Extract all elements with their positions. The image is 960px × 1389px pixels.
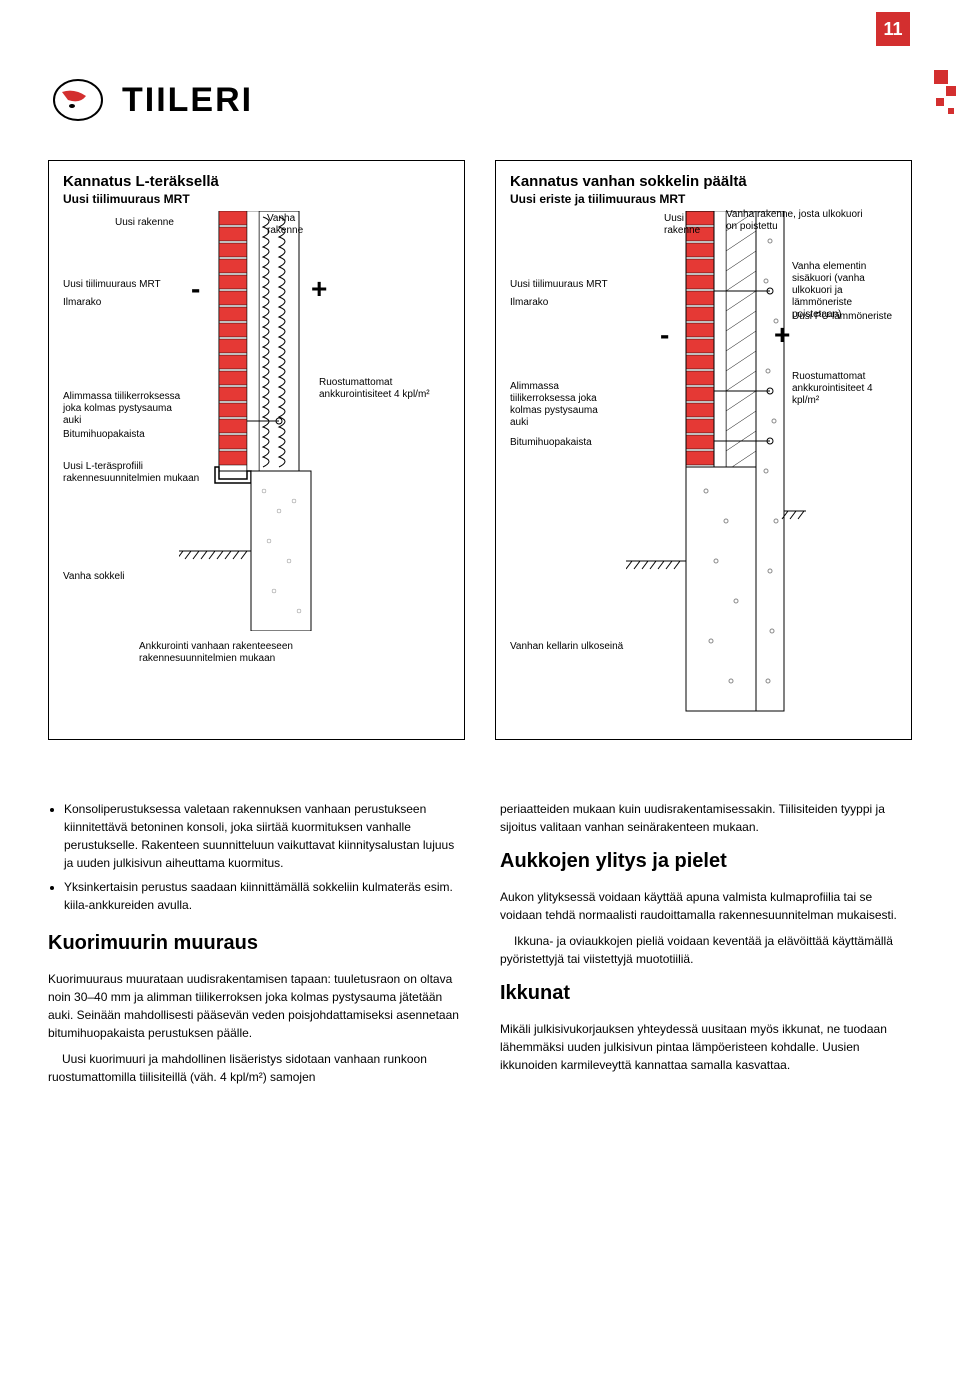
- label-uusi-tiilimuuraus-r: Uusi tiilimuuraus MRT: [510, 279, 608, 291]
- column-left: Konsoliperustuksessa valetaan rakennukse…: [48, 800, 460, 1094]
- para-periaatteiden: periaatteiden mukaan kuin uudisrakentami…: [500, 800, 912, 836]
- para-ikkuna-ovi: Ikkuna- ja oviaukkojen pieliä voidaan ke…: [500, 932, 912, 968]
- label-uusi-rakenne-l: Uusi rakenne: [115, 217, 174, 229]
- label-ruostumattomat-r: Ruostumattomat ankkurointisiteet 4 kpl/m…: [792, 371, 902, 407]
- para-ikkunat: Mikäli julkisivukorjauksen yhteydessä uu…: [500, 1020, 912, 1074]
- page: 11 TIILERI Kannatus L-teräksellä Uusi ti…: [0, 0, 960, 1389]
- heading-aukkojen: Aukkojen ylitys ja pielet: [500, 846, 912, 876]
- brand-name: TIILERI: [122, 81, 253, 120]
- body-text: Konsoliperustuksessa valetaan rakennukse…: [48, 800, 912, 1094]
- para-aukon: Aukon ylityksessä voidaan käyttää apuna …: [500, 888, 912, 924]
- diagram-right-subtitle: Uusi eriste ja tiilimuuraus MRT: [510, 192, 897, 206]
- label-vanha-rakenne-r: Vanha rakenne, josta ulkokuori on poiste…: [726, 209, 866, 233]
- page-number: 11: [876, 12, 910, 46]
- para-kuorimuuraus-1: Kuorimuuraus muurataan uudisrakentamisen…: [48, 970, 460, 1042]
- label-ruostumattomat-l: Ruostumattomat ankkurointisiteet 4 kpl/m…: [319, 377, 439, 401]
- label-ilmarako-l: Ilmarako: [63, 297, 101, 309]
- bullet-1: Konsoliperustuksessa valetaan rakennukse…: [64, 800, 460, 872]
- label-vanhan-kellarin: Vanhan kellarin ulkoseinä: [510, 641, 630, 653]
- diagram-left: Kannatus L-teräksellä Uusi tiilimuuraus …: [48, 160, 465, 740]
- plus-sign-r: +: [774, 319, 790, 351]
- diagram-left-subtitle: Uusi tiilimuuraus MRT: [63, 192, 450, 206]
- label-uusi-tiilimuuraus-l: Uusi tiilimuuraus MRT: [63, 279, 161, 291]
- diagram-right: Kannatus vanhan sokkelin päältä Uusi eri…: [495, 160, 912, 740]
- label-vanha-sokkeli: Vanha sokkeli: [63, 571, 125, 583]
- heading-ikkunat: Ikkunat: [500, 978, 912, 1008]
- plus-sign-l: +: [311, 273, 327, 305]
- minus-sign-l: -: [191, 273, 200, 305]
- label-ankkurointi: Ankkurointi vanhaan rakenteeseen rakenne…: [139, 641, 309, 665]
- label-bitumi-r: Bitumihuopakaista: [510, 437, 592, 449]
- label-bitumi-l: Bitumihuopakaista: [63, 429, 145, 441]
- para-kuorimuuraus-2: Uusi kuorimuuri ja mahdollinen lisäerist…: [48, 1050, 460, 1086]
- label-ilmarako-r: Ilmarako: [510, 297, 548, 309]
- diagram-left-title: Kannatus L-teräksellä: [63, 173, 450, 190]
- label-vanha-rakenne-l: Vanha rakenne: [267, 213, 317, 237]
- label-alimmassa-r: Alimmassa tiilikerroksessa joka kolmas p…: [510, 381, 610, 429]
- brand-icon: [48, 70, 108, 130]
- label-pu: Uusi PU-lämmöneriste: [792, 311, 902, 323]
- diagram-right-svg: [626, 211, 806, 721]
- diagrams-row: Kannatus L-teräksellä Uusi tiilimuuraus …: [48, 160, 912, 740]
- heading-kuorimuurin: Kuorimuurin muuraus: [48, 928, 460, 958]
- diagram-right-title: Kannatus vanhan sokkelin päältä: [510, 173, 897, 190]
- minus-sign-r: -: [660, 319, 669, 351]
- label-uusi-rakenne-r: Uusi rakenne: [664, 213, 714, 237]
- bullet-2: Yksinkertaisin perustus saadaan kiinnitt…: [64, 878, 460, 914]
- label-lprofiili: Uusi L-teräsprofiili rakennesuunnitelmie…: [63, 461, 203, 485]
- label-alimmassa-l: Alimmassa tiilikerroksessa joka kolmas p…: [63, 391, 193, 427]
- column-right: periaatteiden mukaan kuin uudisrakentami…: [500, 800, 912, 1094]
- logo: TIILERI: [48, 70, 912, 130]
